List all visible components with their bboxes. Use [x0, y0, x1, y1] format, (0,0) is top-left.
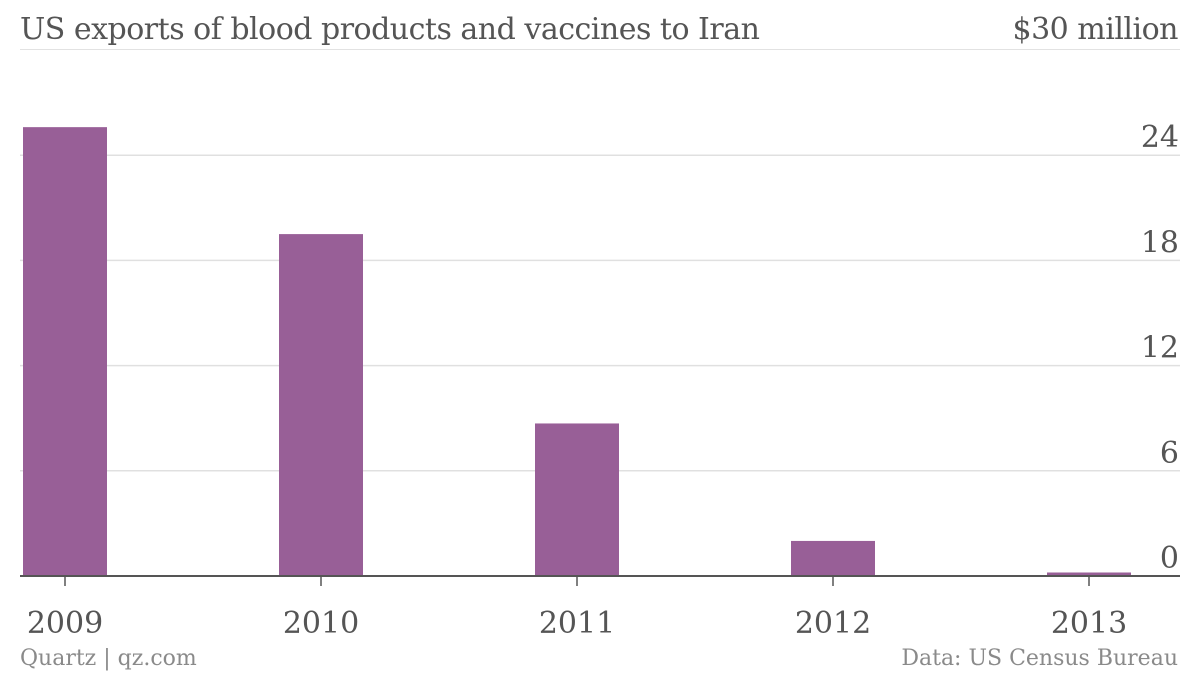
unit-label: $30 million [1012, 12, 1178, 47]
axes [20, 575, 1180, 586]
x-tick-label: 2011 [539, 606, 615, 641]
chart-title: US exports of blood products and vaccine… [20, 12, 760, 47]
y-tick-label: 18 [1141, 225, 1179, 260]
bar-2011 [535, 423, 619, 576]
x-tick-label: 2009 [27, 606, 103, 641]
y-tick-label: 12 [1141, 331, 1179, 366]
x-tick-label: 2013 [1051, 606, 1127, 641]
tick-labels: 0 6 12 18 24 2009 2010 2011 2012 2013 [27, 120, 1179, 641]
gridlines [20, 154, 1180, 472]
footer-source: Data: US Census Bureau [901, 646, 1178, 671]
x-tick-label: 2012 [795, 606, 871, 641]
y-tick-label: 0 [1160, 541, 1179, 576]
footer-credit: Quartz | qz.com [20, 646, 197, 671]
x-tick-label: 2010 [283, 606, 359, 641]
bars [23, 127, 1131, 576]
title-divider [20, 49, 1180, 50]
y-tick-label: 6 [1160, 436, 1179, 471]
bar-2010 [279, 234, 363, 576]
bar-2013 [1047, 572, 1131, 576]
bar-2012 [791, 540, 875, 576]
y-tick-label: 24 [1141, 120, 1179, 155]
bar-2009 [23, 127, 107, 576]
